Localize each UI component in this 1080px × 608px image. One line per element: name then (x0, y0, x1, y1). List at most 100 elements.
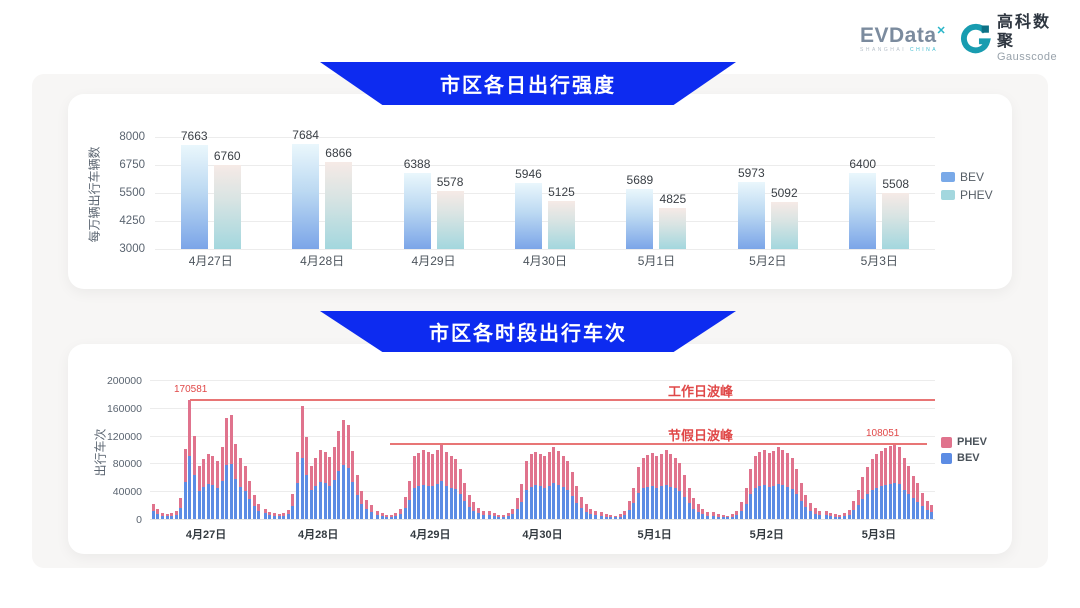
stacked-bar[interactable] (856, 489, 860, 519)
stacked-bar[interactable] (346, 425, 350, 519)
stacked-bar[interactable] (197, 465, 201, 519)
stacked-bar[interactable] (875, 454, 879, 519)
stacked-bar[interactable] (529, 454, 533, 519)
stacked-bar[interactable] (749, 468, 753, 519)
stacked-bar[interactable] (907, 466, 911, 519)
stacked-bar[interactable] (458, 468, 462, 519)
stacked-bar[interactable] (813, 507, 817, 519)
bar-bev[interactable]: 7663 (180, 129, 208, 249)
stacked-bar[interactable] (481, 510, 485, 519)
stacked-bar[interactable] (319, 450, 322, 519)
stacked-bar[interactable] (804, 495, 808, 519)
stacked-bar[interactable] (575, 486, 579, 519)
stacked-bar[interactable] (925, 500, 929, 519)
stacked-bar[interactable] (632, 487, 636, 519)
stacked-bar[interactable] (740, 501, 743, 519)
stacked-bar[interactable] (243, 466, 247, 519)
bar-phev[interactable]: 5578 (436, 175, 464, 249)
stacked-bar[interactable] (211, 455, 215, 519)
stacked-bar[interactable] (664, 450, 668, 519)
stacked-bar[interactable] (364, 500, 368, 519)
stacked-bar[interactable] (776, 446, 780, 519)
stacked-bar[interactable] (369, 505, 373, 519)
stacked-bar[interactable] (717, 514, 721, 519)
stacked-bar[interactable] (376, 510, 380, 519)
stacked-bar[interactable] (824, 511, 828, 519)
stacked-bar[interactable] (930, 505, 934, 519)
stacked-bar[interactable] (291, 494, 295, 519)
bar-phev[interactable]: 6760 (213, 149, 241, 249)
stacked-bar[interactable] (921, 492, 925, 519)
stacked-bar[interactable] (838, 514, 842, 519)
stacked-bar[interactable] (216, 461, 220, 519)
stacked-bar[interactable] (431, 453, 435, 519)
stacked-bar[interactable] (847, 509, 851, 519)
stacked-bar[interactable] (726, 515, 730, 519)
stacked-bar[interactable] (239, 457, 243, 519)
stacked-bar[interactable] (600, 512, 604, 519)
stacked-bar[interactable] (701, 509, 705, 519)
stacked-bar[interactable] (206, 453, 210, 519)
stacked-bar[interactable] (641, 457, 645, 519)
stacked-bar[interactable] (799, 482, 803, 519)
stacked-bar[interactable] (735, 510, 739, 519)
stacked-bar[interactable] (829, 513, 833, 519)
stacked-bar[interactable] (902, 457, 906, 519)
stacked-bar[interactable] (888, 446, 892, 519)
stacked-bar[interactable] (818, 510, 822, 519)
stacked-bar[interactable] (538, 453, 542, 519)
stacked-bar[interactable] (721, 514, 725, 519)
stacked-bar[interactable] (435, 449, 439, 519)
stacked-bar[interactable] (515, 498, 519, 519)
stacked-bar[interactable] (785, 452, 789, 519)
stacked-bar[interactable] (678, 463, 682, 519)
stacked-bar[interactable] (744, 488, 748, 519)
stacked-bar[interactable] (160, 512, 164, 519)
stacked-bar[interactable] (229, 414, 233, 519)
stacked-bar[interactable] (170, 513, 174, 519)
stacked-bar[interactable] (561, 455, 565, 519)
stacked-bar[interactable] (753, 456, 757, 519)
stacked-bar[interactable] (795, 468, 799, 519)
bar-bev[interactable]: 5689 (626, 173, 654, 249)
legend-item-phev[interactable]: PHEV (941, 436, 987, 448)
stacked-bar[interactable] (618, 514, 622, 519)
stacked-bar[interactable] (547, 452, 551, 519)
stacked-bar[interactable] (156, 509, 160, 519)
stacked-bar[interactable] (305, 437, 309, 519)
stacked-bar[interactable] (360, 491, 364, 519)
stacked-bar[interactable] (463, 482, 467, 519)
stacked-bar[interactable] (520, 484, 524, 519)
stacked-bar[interactable] (341, 419, 345, 519)
stacked-bar[interactable] (183, 448, 187, 519)
stacked-bar[interactable] (712, 512, 716, 519)
stacked-bar[interactable] (808, 503, 812, 519)
bar-bev[interactable]: 6388 (403, 157, 431, 249)
stacked-bar[interactable] (412, 456, 416, 519)
stacked-bar[interactable] (444, 452, 448, 519)
stacked-bar[interactable] (589, 508, 593, 519)
stacked-bar[interactable] (273, 513, 277, 519)
stacked-bar[interactable] (673, 457, 677, 519)
stacked-bar[interactable] (225, 417, 229, 519)
stacked-bar[interactable] (762, 450, 766, 519)
stacked-bar[interactable] (852, 500, 856, 519)
stacked-bar[interactable] (398, 508, 402, 519)
stacked-bar[interactable] (593, 511, 597, 519)
stacked-bar[interactable] (314, 457, 318, 519)
stacked-bar[interactable] (234, 443, 238, 519)
bar-phev[interactable]: 4825 (659, 192, 687, 249)
stacked-bar[interactable] (511, 509, 515, 519)
bar-bev[interactable]: 5973 (737, 166, 765, 249)
stacked-bar[interactable] (454, 459, 458, 519)
stacked-bar[interactable] (767, 452, 771, 519)
stacked-bar[interactable] (477, 507, 481, 519)
stacked-bar[interactable] (497, 514, 501, 519)
stacked-bar[interactable] (263, 508, 267, 519)
stacked-bar[interactable] (449, 456, 453, 519)
stacked-bar[interactable] (417, 453, 421, 519)
stacked-bar[interactable] (332, 447, 336, 519)
stacked-bar[interactable] (566, 461, 570, 519)
stacked-bar[interactable] (552, 447, 556, 519)
stacked-bar[interactable] (524, 461, 528, 519)
